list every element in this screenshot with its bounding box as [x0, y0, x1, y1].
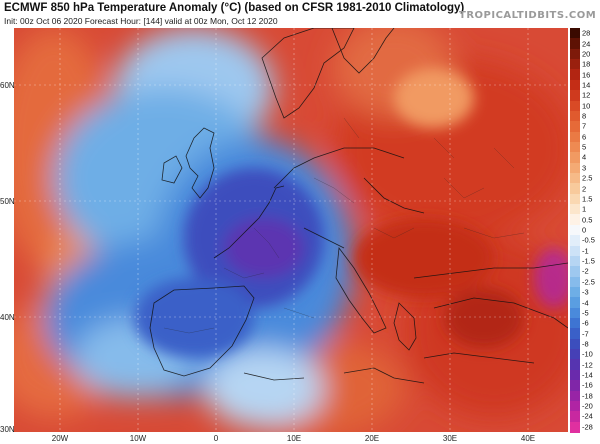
colorbar-label: -20 [582, 401, 593, 411]
colorbar-swatch [570, 369, 580, 381]
lon-label-10e: 10E [286, 434, 302, 443]
colorbar-swatch [570, 286, 580, 298]
forecast-info: Init: 00z Oct 06 2020 Forecast Hour: [14… [4, 16, 278, 26]
colorbar-label: 18 [582, 59, 591, 69]
colorbar-label: -1.5 [582, 256, 595, 266]
lon-label-30e: 30E [442, 434, 458, 443]
colorbar-swatch [570, 411, 580, 423]
colorbar-swatch [570, 183, 580, 195]
colorbar-label: -2 [582, 266, 589, 276]
colorbar-label: -24 [582, 411, 593, 421]
colorbar-label: -16 [582, 380, 593, 390]
colorbar-label: 7 [582, 121, 587, 131]
colorbar-swatch [570, 297, 580, 309]
colorbar-label: 3 [582, 163, 587, 173]
colorbar-label: 14 [582, 80, 591, 90]
map-title: ECMWF 850 hPa Temperature Anomaly (°C) (… [4, 2, 465, 14]
colorbar-swatch [570, 79, 580, 91]
colorbar-swatch [570, 193, 580, 205]
colorbar-label: -1 [582, 246, 589, 256]
colorbar-label: 20 [582, 49, 591, 59]
lat-label-30n: 30N [0, 425, 15, 434]
colorbar-label: -7 [582, 329, 589, 339]
colorbar-swatch [570, 338, 580, 350]
colorbar-swatch [570, 162, 580, 174]
colorbar-label: 1.5 [582, 194, 593, 204]
colorbar-swatch [570, 59, 580, 71]
colorbar-label: -5 [582, 308, 589, 318]
colorbar-label: -10 [582, 349, 593, 359]
colorbar-swatch [570, 380, 580, 392]
lon-label-20e: 20E [364, 434, 380, 443]
colorbar-label: 1 [582, 204, 587, 214]
colorbar-label: 16 [582, 70, 591, 80]
header: ECMWF 850 hPa Temperature Anomaly (°C) (… [0, 0, 600, 28]
colorbar-swatch [570, 152, 580, 164]
colorbar-swatch [570, 141, 580, 153]
colorbar-label: 6 [582, 132, 587, 142]
colorbar-swatch [570, 318, 580, 329]
colorbar-label: 2 [582, 184, 587, 194]
colorbar-label: 2.5 [582, 173, 593, 183]
colorbar-swatch [570, 245, 580, 257]
colorbar-swatch [570, 349, 580, 361]
colorbar-swatch [570, 28, 580, 39]
colorbar-swatch [570, 359, 580, 371]
lon-label-40e: 40E [520, 434, 536, 443]
colorbar-label: -28 [582, 422, 593, 432]
colorbar-swatch [570, 204, 580, 216]
colorbar-swatch [570, 307, 580, 319]
colorbar-label: -6 [582, 318, 589, 328]
colorbar-label: -18 [582, 391, 593, 401]
colorbar-swatch [570, 131, 580, 143]
lat-label-60n: 60N [0, 81, 15, 90]
colorbar-swatch [570, 421, 580, 433]
colorbar-swatch [570, 100, 580, 112]
colorbar-swatch [570, 266, 580, 278]
colorbar-label: -14 [582, 370, 593, 380]
colorbar-swatch [570, 173, 580, 184]
colorbar-label: 5 [582, 142, 587, 152]
anomaly-field [14, 28, 568, 432]
colorbar-label: 8 [582, 111, 587, 121]
lat-label-50n: 50N [0, 197, 15, 206]
colorbar-swatch [570, 390, 580, 402]
colorbar-swatch [570, 69, 580, 81]
colorbar-label: -4 [582, 298, 589, 307]
anomaly-map [14, 28, 568, 432]
lat-label-40n: 40N [0, 313, 15, 322]
colorbar-swatch [570, 235, 580, 247]
colorbar-swatch [570, 214, 580, 226]
brand-watermark: TROPICALTIDBITS.COM [459, 10, 597, 21]
colorbar-swatch [570, 90, 580, 102]
colorbar-label: 0 [582, 225, 587, 235]
colorbar-label: 24 [582, 39, 591, 49]
colorbar-swatch [570, 328, 580, 340]
colorbar-label: 0.5 [582, 215, 593, 225]
colorbar-legend: 28 24 20 18 16 14 12 10 8 7 6 5 4 3 2.5 2 1.5 1 0.5 0 -0.5 -1… [570, 28, 600, 433]
colorbar-label: 10 [582, 101, 591, 111]
lon-label-0: 0 [213, 434, 219, 443]
colorbar-swatch [570, 48, 580, 60]
colorbar-label: 4 [582, 152, 587, 162]
colorbar-label: 12 [582, 90, 591, 100]
colorbar-swatch [570, 121, 580, 133]
colorbar-label: 28 [582, 28, 591, 38]
colorbar-swatch [570, 255, 580, 267]
colorbar-swatch [570, 110, 580, 122]
colorbar-label: -8 [582, 339, 589, 349]
colorbar-swatch [570, 276, 580, 288]
colorbar-label: -3 [582, 287, 589, 297]
colorbar-swatch [570, 224, 580, 236]
colorbar-swatch [570, 400, 580, 412]
lon-label-10w: 10W [129, 434, 147, 443]
lon-label-20w: 20W [51, 434, 69, 443]
colorbar-label: -12 [582, 360, 593, 370]
colorbar-label: -2.5 [582, 277, 595, 287]
colorbar-swatch [570, 38, 580, 50]
colorbar-label: -0.5 [582, 235, 595, 245]
